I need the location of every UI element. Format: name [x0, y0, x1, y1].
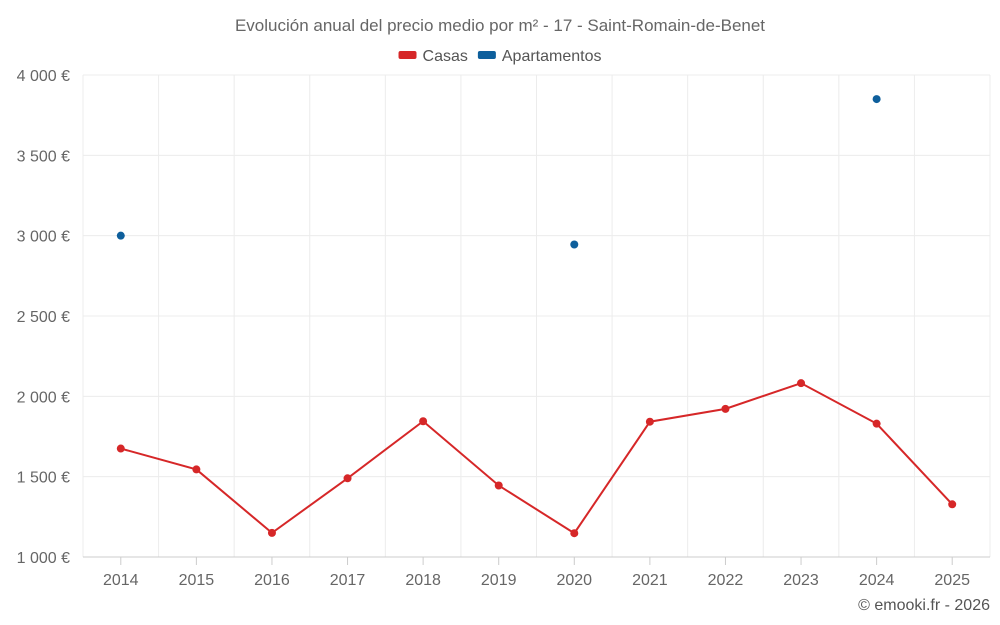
x-tick-label: 2018 — [405, 572, 441, 589]
x-tick-label: 2022 — [708, 572, 744, 589]
data-point-casas[interactable] — [116, 444, 125, 453]
y-tick-label: 4 000 € — [17, 68, 70, 85]
data-point-casas[interactable] — [948, 500, 957, 509]
y-tick-label: 3 500 € — [17, 148, 70, 165]
x-tick-label: 2014 — [103, 572, 139, 589]
grid — [82, 74, 991, 558]
data-point-casas[interactable] — [343, 474, 352, 483]
data-point-casas[interactable] — [721, 404, 730, 413]
chart-title: Evolución anual del precio medio por m² … — [235, 16, 765, 35]
x-axis: 2014 2015 2016 2017 2018 2019 2020 2021 2022 2023… — [103, 557, 970, 589]
legend-items: Casas Apartamentos — [398, 48, 602, 65]
legend-label-apartamentos: Apartamentos — [502, 48, 602, 65]
data-point-casas[interactable] — [797, 379, 806, 388]
y-tick-label: 1 500 € — [17, 470, 70, 487]
y-axis: 1 000 € 1 500 € 2 000 € 2 500 € 3 000 € 3 500… — [17, 68, 70, 567]
x-tick-label: 2019 — [481, 572, 517, 589]
x-tick-label: 2020 — [556, 572, 592, 589]
x-tick-label: 2021 — [632, 572, 668, 589]
data-point-casas[interactable] — [419, 417, 428, 426]
legend-swatch-casas — [398, 51, 417, 59]
x-tick-label: 2016 — [254, 572, 290, 589]
data-point-casas[interactable] — [267, 528, 276, 537]
legend-item-casas[interactable]: Casas — [398, 48, 468, 65]
y-tick-label: 3 000 € — [17, 229, 70, 246]
data-point-apartamentos[interactable] — [570, 240, 579, 249]
legend: Casas Apartamentos — [398, 48, 602, 65]
data-point-apartamentos[interactable] — [116, 231, 125, 240]
legend-label-casas: Casas — [423, 48, 468, 65]
plot-area — [116, 95, 957, 538]
series-casas — [116, 379, 957, 538]
y-tick-label: 2 000 € — [17, 389, 70, 406]
data-point-casas[interactable] — [570, 529, 579, 538]
credit-text: © emooki.fr - 2026 — [858, 597, 990, 614]
legend-item-apartamentos[interactable]: Apartamentos — [477, 48, 602, 65]
data-point-casas[interactable] — [872, 419, 881, 428]
data-point-casas[interactable] — [645, 417, 654, 426]
x-tick-label: 2025 — [934, 572, 970, 589]
data-point-casas[interactable] — [494, 481, 503, 490]
y-tick-label: 1 000 € — [17, 550, 70, 567]
data-point-apartamentos[interactable] — [872, 95, 881, 104]
series-line-casas — [120, 382, 953, 535]
x-tick-label: 2023 — [783, 572, 819, 589]
x-tick-label: 2017 — [330, 572, 366, 589]
series-apartamentos — [116, 95, 881, 249]
x-tick-label: 2024 — [859, 572, 895, 589]
y-tick-label: 2 500 € — [17, 309, 70, 326]
data-point-casas[interactable] — [192, 465, 201, 474]
legend-swatch-apartamentos — [477, 51, 496, 59]
x-tick-label: 2015 — [179, 572, 215, 589]
